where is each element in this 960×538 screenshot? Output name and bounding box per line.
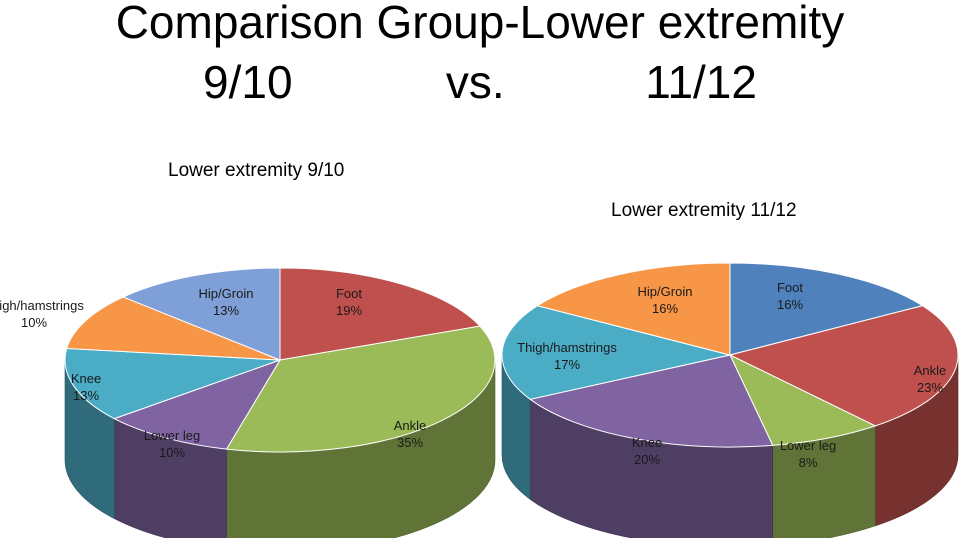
chart-title-11-12: Lower extremity 11/12 (611, 200, 797, 221)
slice-label-thigh-hamstrings: Thigh/hamstrings (0, 298, 84, 313)
slice-value-lower-leg: 10% (159, 445, 185, 460)
pie-chart-11-12: Foot 16% Ankle 23% Lower leg 8% Knee 20% Thigh/h… (501, 262, 959, 538)
slice-value-thigh-hamstrings: 17% (554, 357, 580, 372)
slice-value-hip-groin: 13% (213, 303, 239, 318)
pie-slice-hip-groin (122, 267, 281, 361)
slice-label-thigh-hamstrings: Thigh/hamstrings (517, 340, 617, 355)
slice-label-ankle: Ankle (394, 418, 427, 433)
slice-value-lower-leg: 8% (799, 455, 818, 470)
pie-slice-lower-leg (113, 359, 282, 450)
pie-slice-thigh-hamstrings (66, 296, 281, 361)
pie-slice-hip-groin (536, 262, 731, 356)
slice-value-ankle: 35% (397, 435, 423, 450)
pie-slice-lower-leg (728, 353, 877, 446)
slice-label-hip-groin: Hip/Groin (199, 286, 254, 301)
pie-slice-foot (279, 267, 481, 361)
pie-slice-thigh-hamstrings (501, 305, 731, 400)
slice-value-foot: 19% (336, 303, 362, 318)
page-subtitle: 9/10 vs. 11/12 (203, 56, 757, 108)
slice-label-knee: Knee (71, 371, 101, 386)
slice-label-foot: Foot (336, 286, 362, 301)
slice-label-foot: Foot (777, 280, 803, 295)
slice-label-hip-groin: Hip/Groin (638, 284, 693, 299)
slice-value-knee: 20% (634, 452, 660, 467)
pie-slice-ankle (728, 305, 959, 427)
pie-slice-knee (64, 347, 281, 420)
slice-value-thigh-hamstrings: 10% (21, 315, 47, 330)
page-title: Comparison Group-Lower extremity (115, 0, 845, 48)
slice-value-hip-groin: 16% (652, 301, 678, 316)
chart-title-9-10: Lower extremity 9/10 (168, 160, 345, 181)
slice-value-foot: 16% (777, 297, 803, 312)
pie-slice-knee (529, 354, 774, 448)
slice-label-ankle: Ankle (914, 363, 947, 378)
slice-label-knee: Knee (632, 435, 662, 450)
slice-value-knee: 13% (73, 388, 99, 403)
pie-chart-9-10: Foot 19% Ankle 35% Lower leg 10% Knee 13% Thigh/… (0, 267, 496, 538)
slice-label-lower-leg: Lower leg (780, 438, 836, 453)
pie-slice-foot (729, 262, 924, 356)
pie-slice-ankle (225, 325, 496, 453)
slice-value-ankle: 23% (917, 380, 943, 395)
slice-label-lower-leg: Lower leg (144, 428, 200, 443)
